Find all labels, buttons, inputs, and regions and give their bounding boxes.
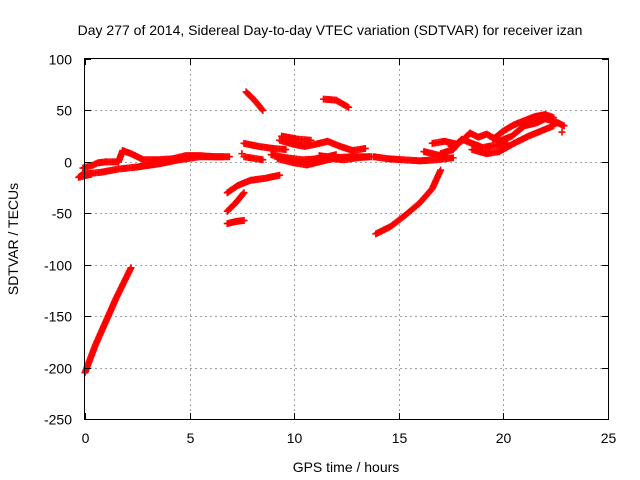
data-series-segment bbox=[276, 136, 369, 155]
data-series-segment bbox=[75, 170, 95, 181]
x-tick-label: 20 bbox=[496, 430, 512, 446]
data-series-segment bbox=[223, 216, 248, 228]
data-point bbox=[282, 146, 290, 154]
data-point bbox=[361, 144, 369, 152]
data-point bbox=[550, 122, 558, 130]
data-series-segment bbox=[223, 171, 284, 197]
y-tick-label: 0 bbox=[64, 155, 72, 171]
y-tick-label: -50 bbox=[52, 206, 72, 222]
x-tick-label: 10 bbox=[287, 430, 303, 446]
x-tick-label: 15 bbox=[392, 430, 408, 446]
y-tick-label: 50 bbox=[56, 103, 72, 119]
data-series-segment bbox=[370, 153, 457, 165]
data-point bbox=[558, 128, 566, 136]
data-series-segment bbox=[319, 95, 353, 111]
data-point bbox=[276, 171, 284, 179]
y-tick-label: -200 bbox=[44, 361, 72, 377]
data-points bbox=[75, 88, 568, 377]
plot-frame bbox=[84, 58, 609, 420]
data-point bbox=[449, 154, 457, 162]
data-point bbox=[225, 153, 233, 161]
data-series-segment bbox=[278, 132, 315, 144]
data-point bbox=[345, 103, 353, 111]
x-axis-label: GPS time / hours bbox=[293, 459, 400, 475]
data-point bbox=[437, 166, 445, 174]
data-series-segment bbox=[102, 147, 233, 166]
chart-title: Day 277 of 2014, Sidereal Day-to-day VTE… bbox=[78, 22, 583, 38]
data-series-segment bbox=[489, 111, 558, 143]
data-point bbox=[550, 114, 558, 122]
y-tick-label: -250 bbox=[44, 412, 72, 428]
y-tick-label: -100 bbox=[44, 258, 72, 274]
data-series-segment bbox=[242, 88, 267, 114]
data-point bbox=[259, 156, 267, 164]
x-tick-label: 0 bbox=[82, 430, 90, 446]
data-point bbox=[240, 189, 248, 197]
tick-labels: 0 5 10 15 20 25 -250 -200 -150 -100 -50 0 50 100 bbox=[44, 52, 617, 447]
data-point bbox=[560, 122, 568, 130]
y-tick-label: 100 bbox=[49, 52, 73, 68]
axis-ticks bbox=[85, 59, 609, 420]
data-series-segment bbox=[81, 264, 135, 377]
data-point bbox=[258, 105, 266, 113]
data-series-segment bbox=[315, 151, 340, 161]
data-series-segment bbox=[240, 153, 267, 164]
data-series-segment bbox=[372, 166, 445, 238]
data-point bbox=[239, 190, 247, 198]
data-point bbox=[307, 136, 315, 144]
data-series-segment bbox=[240, 139, 290, 154]
data-point bbox=[259, 106, 267, 114]
x-tick-label: 5 bbox=[187, 430, 195, 446]
grid-lines bbox=[85, 59, 608, 419]
x-tick-label: 25 bbox=[601, 430, 617, 446]
data-point bbox=[240, 216, 248, 224]
data-series-segment bbox=[223, 189, 248, 215]
y-axis-label: SDTVAR / TECUs bbox=[5, 183, 21, 295]
y-tick-label: -150 bbox=[44, 309, 72, 325]
data-point bbox=[127, 264, 135, 272]
data-series-segment bbox=[468, 122, 558, 158]
data-point bbox=[87, 170, 95, 178]
data-point bbox=[332, 151, 340, 159]
data-series-segment bbox=[558, 128, 566, 136]
